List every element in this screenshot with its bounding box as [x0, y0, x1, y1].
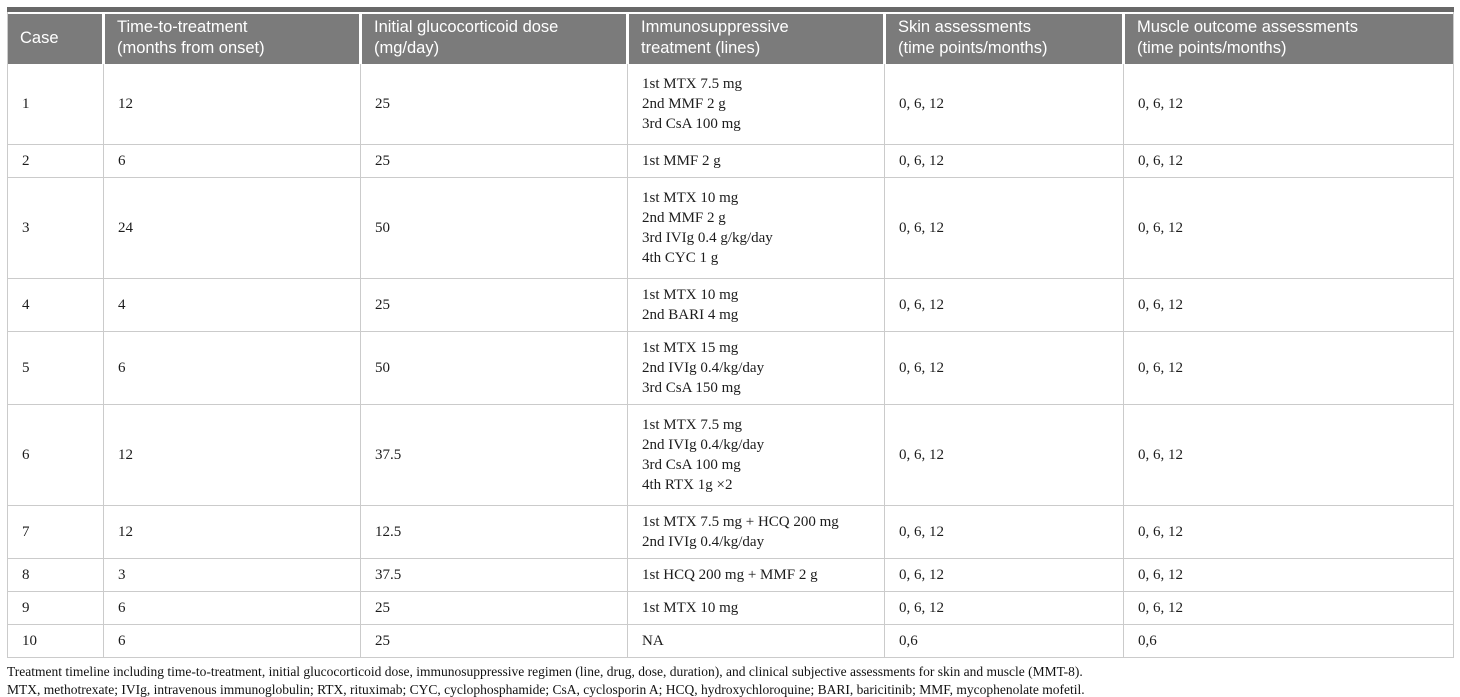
- table-row: 6 12 37.5 1st MTX 7.5 mg 2nd IVIg 0.4/kg…: [7, 404, 1454, 506]
- cell-immunosuppressive-treatment: 1st MTX 10 mg 2nd MMF 2 g 3rd IVIg 0.4 g…: [627, 177, 885, 279]
- cell-skin-assessments: 0, 6, 12: [884, 404, 1124, 506]
- table-header-row: Case Time-to-treatment (months from onse…: [7, 7, 1454, 64]
- cell-muscle-assessments: 0,6: [1123, 624, 1454, 658]
- cell-time-to-treatment: 12: [103, 404, 361, 506]
- cell-muscle-assessments: 0, 6, 12: [1123, 278, 1454, 332]
- cell-muscle-assessments: 0, 6, 12: [1123, 505, 1454, 559]
- cell-muscle-assessments: 0, 6, 12: [1123, 64, 1454, 145]
- cell-case: 10: [7, 624, 104, 658]
- cell-skin-assessments: 0, 6, 12: [884, 278, 1124, 332]
- cell-skin-assessments: 0, 6, 12: [884, 331, 1124, 405]
- column-header-initial-glucocorticoid-dose: Initial glucocorticoid dose (mg/day): [359, 7, 628, 64]
- table-row: 9 6 25 1st MTX 10 mg 0, 6, 12 0, 6, 12: [7, 591, 1454, 625]
- cell-initial-dose: 25: [360, 624, 628, 658]
- cell-skin-assessments: 0, 6, 12: [884, 64, 1124, 145]
- cell-skin-assessments: 0, 6, 12: [884, 591, 1124, 625]
- cell-skin-assessments: 0, 6, 12: [884, 505, 1124, 559]
- cell-initial-dose: 25: [360, 64, 628, 145]
- cell-muscle-assessments: 0, 6, 12: [1123, 331, 1454, 405]
- cell-case: 5: [7, 331, 104, 405]
- cell-case: 6: [7, 404, 104, 506]
- cell-case: 1: [7, 64, 104, 145]
- cell-time-to-treatment: 6: [103, 591, 361, 625]
- cell-initial-dose: 50: [360, 331, 628, 405]
- column-header-case: Case: [7, 7, 104, 64]
- cell-initial-dose: 25: [360, 591, 628, 625]
- table-row: 1 12 25 1st MTX 7.5 mg 2nd MMF 2 g 3rd C…: [7, 64, 1454, 145]
- cell-case: 3: [7, 177, 104, 279]
- cell-initial-dose: 37.5: [360, 404, 628, 506]
- cell-case: 9: [7, 591, 104, 625]
- cell-immunosuppressive-treatment: 1st MTX 7.5 mg 2nd MMF 2 g 3rd CsA 100 m…: [627, 64, 885, 145]
- cell-case: 7: [7, 505, 104, 559]
- cell-immunosuppressive-treatment: 1st MTX 10 mg 2nd BARI 4 mg: [627, 278, 885, 332]
- cell-case: 2: [7, 144, 104, 178]
- cell-case: 8: [7, 558, 104, 592]
- table-row: 4 4 25 1st MTX 10 mg 2nd BARI 4 mg 0, 6,…: [7, 278, 1454, 332]
- cell-initial-dose: 25: [360, 278, 628, 332]
- cell-muscle-assessments: 0, 6, 12: [1123, 144, 1454, 178]
- cell-immunosuppressive-treatment: 1st MTX 7.5 mg + HCQ 200 mg 2nd IVIg 0.4…: [627, 505, 885, 559]
- cell-case: 4: [7, 278, 104, 332]
- cell-time-to-treatment: 12: [103, 64, 361, 145]
- table-row: 2 6 25 1st MMF 2 g 0, 6, 12 0, 6, 12: [7, 144, 1454, 178]
- cell-time-to-treatment: 6: [103, 624, 361, 658]
- table-row: 8 3 37.5 1st HCQ 200 mg + MMF 2 g 0, 6, …: [7, 558, 1454, 592]
- cell-initial-dose: 25: [360, 144, 628, 178]
- cell-skin-assessments: 0, 6, 12: [884, 177, 1124, 279]
- column-header-skin-assessments: Skin assessments (time points/months): [883, 7, 1124, 64]
- cell-immunosuppressive-treatment: 1st MTX 10 mg: [627, 591, 885, 625]
- cell-time-to-treatment: 4: [103, 278, 361, 332]
- table-row: 10 6 25 NA 0,6 0,6: [7, 624, 1454, 658]
- cell-skin-assessments: 0, 6, 12: [884, 558, 1124, 592]
- column-header-immunosuppressive-treatment: Immunosuppressive treatment (lines): [626, 7, 885, 64]
- table-row: 5 6 50 1st MTX 15 mg 2nd IVIg 0.4/kg/day…: [7, 331, 1454, 405]
- footnote-caption: Treatment timeline including time-to-tre…: [7, 664, 1083, 679]
- column-header-muscle-outcome-assessments: Muscle outcome assessments (time points/…: [1122, 7, 1454, 64]
- cell-time-to-treatment: 3: [103, 558, 361, 592]
- treatment-table: Case Time-to-treatment (months from onse…: [7, 7, 1454, 658]
- cell-initial-dose: 37.5: [360, 558, 628, 592]
- cell-time-to-treatment: 6: [103, 331, 361, 405]
- cell-immunosuppressive-treatment: 1st MTX 15 mg 2nd IVIg 0.4/kg/day 3rd Cs…: [627, 331, 885, 405]
- cell-muscle-assessments: 0, 6, 12: [1123, 591, 1454, 625]
- cell-time-to-treatment: 6: [103, 144, 361, 178]
- cell-immunosuppressive-treatment: 1st HCQ 200 mg + MMF 2 g: [627, 558, 885, 592]
- cell-immunosuppressive-treatment: NA: [627, 624, 885, 658]
- table-row: 7 12 12.5 1st MTX 7.5 mg + HCQ 200 mg 2n…: [7, 505, 1454, 559]
- cell-skin-assessments: 0,6: [884, 624, 1124, 658]
- cell-muscle-assessments: 0, 6, 12: [1123, 177, 1454, 279]
- cell-immunosuppressive-treatment: 1st MMF 2 g: [627, 144, 885, 178]
- table-row: 3 24 50 1st MTX 10 mg 2nd MMF 2 g 3rd IV…: [7, 177, 1454, 279]
- cell-initial-dose: 50: [360, 177, 628, 279]
- cell-muscle-assessments: 0, 6, 12: [1123, 404, 1454, 506]
- cell-skin-assessments: 0, 6, 12: [884, 144, 1124, 178]
- footnote-abbreviations: MTX, methotrexate; IVIg, intravenous imm…: [7, 682, 1085, 697]
- table-footnotes: Treatment timeline including time-to-tre…: [7, 663, 1453, 697]
- cell-time-to-treatment: 12: [103, 505, 361, 559]
- cell-initial-dose: 12.5: [360, 505, 628, 559]
- cell-immunosuppressive-treatment: 1st MTX 7.5 mg 2nd IVIg 0.4/kg/day 3rd C…: [627, 404, 885, 506]
- cell-muscle-assessments: 0, 6, 12: [1123, 558, 1454, 592]
- cell-time-to-treatment: 24: [103, 177, 361, 279]
- column-header-time-to-treatment: Time-to-treatment (months from onset): [102, 7, 361, 64]
